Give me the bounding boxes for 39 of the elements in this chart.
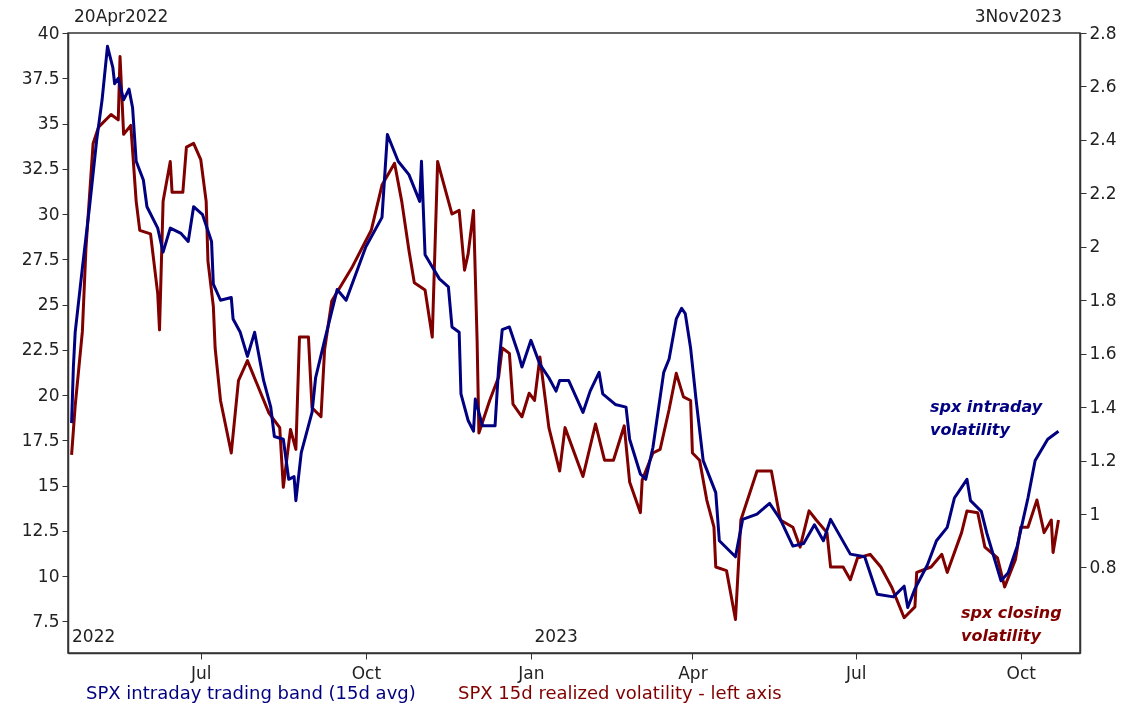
y2-tick-label: 1.6 (1089, 343, 1117, 364)
y-tick-label: 35 (37, 113, 60, 134)
annotation: spx intraday volatility (930, 397, 1043, 439)
y2-tick-label: 0.8 (1089, 556, 1117, 577)
annotation: 2022 (72, 626, 116, 646)
text: SPX 15d realized volatility - left axis (458, 682, 782, 703)
y2-tick-label: 1.4 (1089, 396, 1117, 417)
text: 20Apr2022 (74, 6, 169, 26)
y2-tick-label: 2.6 (1089, 75, 1117, 96)
y-tick-label: 25 (37, 294, 60, 315)
y-tick-label: 17.5 (21, 429, 60, 450)
y-tick-label: 7.5 (32, 610, 60, 631)
text: 3Nov2023 (974, 6, 1062, 26)
text: SPX intraday trading band (15d avg) (86, 682, 416, 703)
y2-tick-label: 2.4 (1089, 129, 1117, 150)
x-tick-label: Jul (190, 662, 212, 683)
annotation: 2023 (534, 626, 578, 646)
y-tick-label: 15 (37, 475, 60, 496)
x-tick-label: Jan (517, 662, 545, 683)
y2-tick-label: 1.8 (1089, 289, 1117, 310)
y2-tick-label: 2.8 (1089, 22, 1117, 43)
y2-tick-label: 1 (1089, 503, 1101, 524)
y2-tick-label: 2 (1089, 236, 1101, 257)
y-tick-label: 40 (37, 22, 60, 43)
y2-tick-label: 1.2 (1089, 450, 1117, 471)
y-tick-label: 22.5 (21, 339, 60, 360)
y-tick-label: 37.5 (21, 67, 60, 88)
y2-tick-label: 2.2 (1089, 182, 1117, 203)
x-tick-label: Oct (1006, 662, 1037, 683)
x-tick-label: Jul (844, 662, 867, 683)
y-tick-label: 12.5 (21, 520, 60, 541)
annotation: spx closing volatility (961, 603, 1062, 645)
y-tick-label: 10 (37, 565, 60, 586)
y-tick-label: 27.5 (21, 248, 60, 269)
x-tick-label: Apr (678, 662, 708, 683)
y-tick-label: 20 (37, 384, 60, 405)
y-tick-label: 30 (37, 203, 60, 224)
x-tick-label: Oct (351, 662, 382, 683)
y-tick-label: 32.5 (21, 158, 60, 179)
